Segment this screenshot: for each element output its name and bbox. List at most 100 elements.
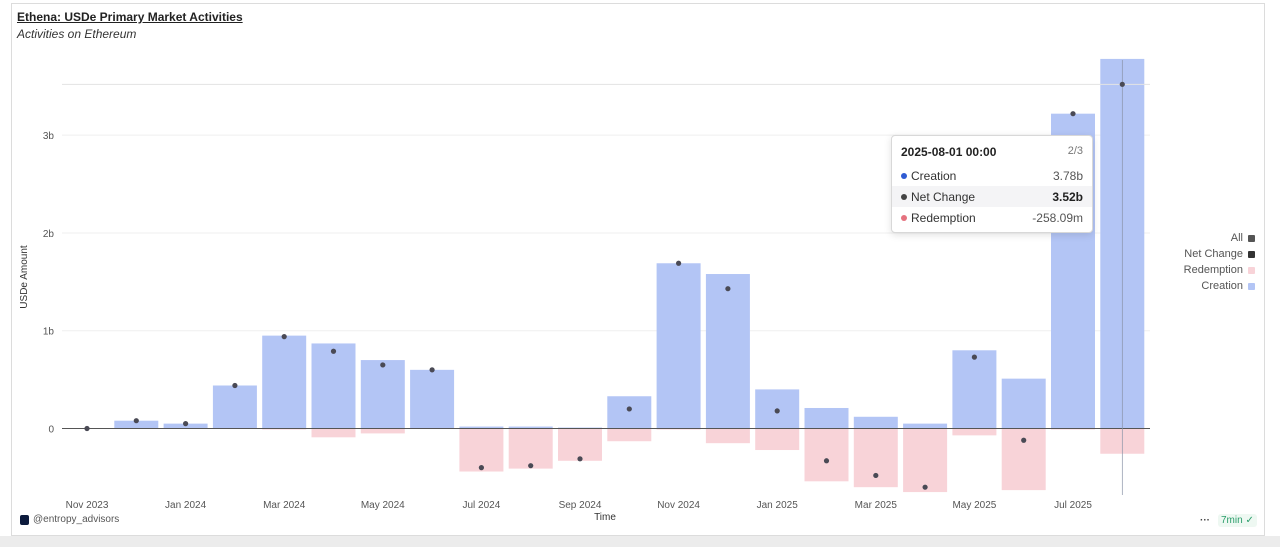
legend-label: Net Change — [1184, 248, 1243, 260]
y-axis-title: USDe Amount — [19, 245, 30, 309]
chart-tooltip: 2025-08-01 00:00 2/3 Creation 3.78b Net … — [891, 135, 1093, 233]
redemption-bar — [311, 428, 356, 438]
tooltip-value: -258.09m — [1032, 210, 1083, 225]
net-change-dot — [873, 472, 879, 479]
net-change-dot — [528, 463, 534, 469]
legend-label: All — [1230, 232, 1243, 244]
x-tick-label: Mar 2024 — [263, 500, 306, 511]
legend-label: Redemption — [1183, 264, 1243, 276]
creation-bar — [853, 416, 898, 429]
tooltip-row-net-change: Net Change 3.52b — [892, 186, 1092, 207]
redemption-bar — [607, 428, 652, 442]
creation-dot-icon — [901, 173, 907, 180]
creation-bar — [360, 360, 405, 429]
y-tick-label: 0 — [48, 425, 54, 436]
tooltip-date: 2025-08-01 00:00 — [901, 145, 997, 159]
redemption-bar — [459, 428, 504, 472]
brand-label: @entropy_advisors — [33, 514, 120, 525]
legend-item-creation[interactable]: Creation — [1184, 278, 1255, 294]
x-tick-label: Sep 2024 — [559, 500, 602, 511]
creation-bar — [705, 274, 750, 429]
creation-bar — [262, 335, 307, 429]
tooltip-row-creation: Creation 3.78b — [892, 165, 1092, 186]
net-change-dot — [626, 406, 632, 412]
creation-bar — [607, 396, 652, 429]
tooltip-label: Net Change — [911, 189, 976, 204]
net-change-dot — [380, 362, 386, 368]
x-tick-label: Nov 2023 — [66, 500, 109, 511]
more-options-button[interactable]: ··· — [1200, 515, 1210, 526]
redemption-bar — [853, 428, 898, 488]
creation-bar — [508, 426, 553, 429]
net-change-dot — [183, 421, 189, 427]
creation-bar — [114, 420, 159, 429]
net-change-dot — [774, 408, 780, 414]
net-change-dot — [971, 354, 978, 360]
chart-legend: All Net Change Redemption Creation — [1184, 230, 1255, 294]
redemption-dot-icon — [901, 215, 907, 222]
legend-swatch-icon — [1248, 250, 1255, 258]
x-tick-label: Jul 2025 — [1054, 500, 1092, 511]
creation-bar — [311, 343, 356, 429]
net-change-dot — [133, 418, 139, 424]
footer-actions: ··· 7min ✓ — [1200, 514, 1257, 527]
legend-item-net-change[interactable]: Net Change — [1184, 246, 1255, 262]
tooltip-row-redemption: Redemption -258.09m — [892, 207, 1092, 228]
creation-bar — [952, 350, 997, 429]
redemption-bar — [705, 428, 750, 444]
creation-bar — [1001, 378, 1046, 429]
net-change-dot — [232, 382, 238, 389]
creation-bar — [656, 263, 701, 429]
redemption-bar — [952, 428, 997, 436]
freshness-badge[interactable]: 7min ✓ — [1218, 514, 1257, 527]
net-change-dot — [922, 484, 928, 490]
net-change-dot — [281, 334, 287, 340]
redemption-bar — [508, 428, 553, 469]
net-change-dot — [1021, 437, 1027, 443]
y-tick-label: 1b — [43, 327, 55, 338]
tooltip-label: Creation — [911, 168, 957, 183]
net-change-dot — [330, 348, 337, 354]
legend-swatch-icon — [1248, 266, 1255, 274]
legend-item-redemption[interactable]: Redemption — [1184, 262, 1255, 278]
creation-bar — [459, 426, 504, 429]
chart-title[interactable]: Ethena: USDe Primary Market Activities — [17, 10, 243, 24]
creation-bar — [804, 407, 849, 429]
creation-bar — [903, 423, 948, 429]
x-tick-label: Jul 2024 — [462, 500, 500, 511]
x-tick-label: May 2024 — [361, 500, 405, 511]
net-change-dot — [478, 465, 484, 471]
x-tick-label: Jan 2025 — [757, 500, 799, 511]
freshness-label: 7min — [1221, 515, 1243, 526]
y-tick-label: 2b — [43, 229, 55, 240]
net-change-dot-icon — [901, 194, 907, 201]
legend-item-all[interactable]: All — [1184, 230, 1255, 246]
redemption-bar — [804, 428, 849, 482]
chart-subtitle: Activities on Ethereum — [17, 27, 137, 41]
redemption-bar — [755, 428, 800, 451]
check-circle-icon: ✓ — [1245, 515, 1254, 526]
tooltip-value: 3.52b — [1052, 189, 1083, 204]
net-change-dot — [823, 458, 830, 464]
tooltip-value: 3.78b — [1052, 168, 1083, 183]
legend-swatch-icon — [1248, 282, 1255, 290]
redemption-bar — [558, 428, 602, 461]
net-change-dot — [725, 286, 731, 292]
x-axis-title: Time — [594, 512, 616, 523]
net-change-dot — [1119, 81, 1125, 87]
creation-bar — [410, 369, 455, 429]
x-tick-label: Nov 2024 — [657, 500, 700, 511]
x-tick-label: May 2025 — [952, 500, 996, 511]
y-tick-label: 3b — [43, 131, 55, 142]
net-change-dot — [84, 425, 90, 432]
x-tick-label: Mar 2025 — [855, 500, 898, 511]
net-change-dot — [676, 260, 682, 266]
legend-label: Creation — [1201, 280, 1243, 292]
net-change-dot — [577, 456, 583, 462]
net-change-dot — [1070, 111, 1076, 117]
legend-swatch-icon — [1248, 234, 1255, 242]
brand-watermark: @entropy_advisors — [20, 514, 119, 525]
redemption-bar — [903, 428, 948, 493]
net-change-dot — [429, 367, 435, 373]
